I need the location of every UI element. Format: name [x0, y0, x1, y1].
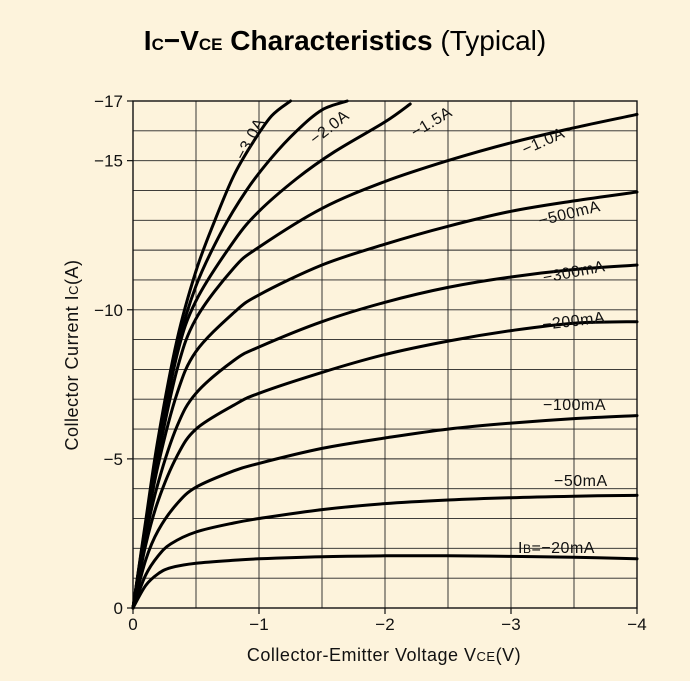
- title-ic: I: [144, 25, 152, 56]
- curve-line: [131, 320, 639, 610]
- curves: [131, 99, 639, 610]
- y-tick-label: −15: [94, 152, 123, 171]
- curve-line: [131, 99, 349, 610]
- y-axis-title: Collector Current IC(A): [62, 260, 82, 451]
- curve-line: [131, 99, 292, 610]
- x-axis-title-sub: CE: [477, 649, 496, 664]
- curve-label-prefix: I: [518, 540, 523, 557]
- x-tick-label: −4: [627, 615, 646, 634]
- curve-label-sub: B: [523, 542, 532, 556]
- x-axis-title: Collector-Emitter Voltage VCE(V): [247, 645, 521, 665]
- curve-label: −2.0A: [307, 107, 353, 148]
- title-characteristics: Characteristics: [223, 25, 433, 56]
- x-tick-label: −3: [501, 615, 520, 634]
- title-ic-sub: C: [152, 35, 164, 54]
- x-tick-label: 0: [128, 615, 137, 634]
- title-dash: −: [164, 25, 180, 56]
- curve-label: −50mA: [554, 473, 608, 490]
- curve-label-rest: =−20mA: [531, 540, 594, 557]
- y-tick-label: −17: [94, 92, 123, 111]
- curve-label: −1.0A: [520, 125, 568, 159]
- curve-line: [131, 414, 639, 610]
- x-axis-title-unit: (V): [496, 645, 522, 665]
- chart-title: IC−VCE Characteristics (Typical): [144, 25, 546, 56]
- y-axis-title-unit: (A): [62, 260, 82, 286]
- grid: [133, 101, 637, 608]
- y-tick-labels: 0 −5 −10 −15 −17: [94, 92, 133, 618]
- curve-line: [131, 554, 639, 610]
- y-tick-label: 0: [114, 599, 123, 618]
- title-v-sub: CE: [199, 35, 223, 54]
- curve-line: [131, 263, 639, 610]
- curve-label: IB=−20mA: [518, 540, 595, 557]
- title-v: V: [180, 25, 199, 56]
- x-tick-label: −2: [375, 615, 394, 634]
- x-tick-labels: 0 −1 −2 −3 −4: [128, 608, 647, 634]
- curve-line: [131, 190, 639, 610]
- title-typical: (Typical): [433, 25, 547, 56]
- y-axis-title-sub: C: [66, 285, 81, 295]
- curve-label: −3.0A: [233, 115, 269, 163]
- curve-line: [131, 493, 639, 610]
- curve-label: −100mA: [543, 397, 606, 414]
- y-axis-title-text: Collector Current I: [62, 295, 82, 451]
- x-tick-label: −1: [249, 615, 268, 634]
- x-axis-title-text: Collector-Emitter Voltage V: [247, 645, 477, 665]
- y-tick-label: −10: [94, 301, 123, 320]
- y-tick-label: −5: [104, 450, 123, 469]
